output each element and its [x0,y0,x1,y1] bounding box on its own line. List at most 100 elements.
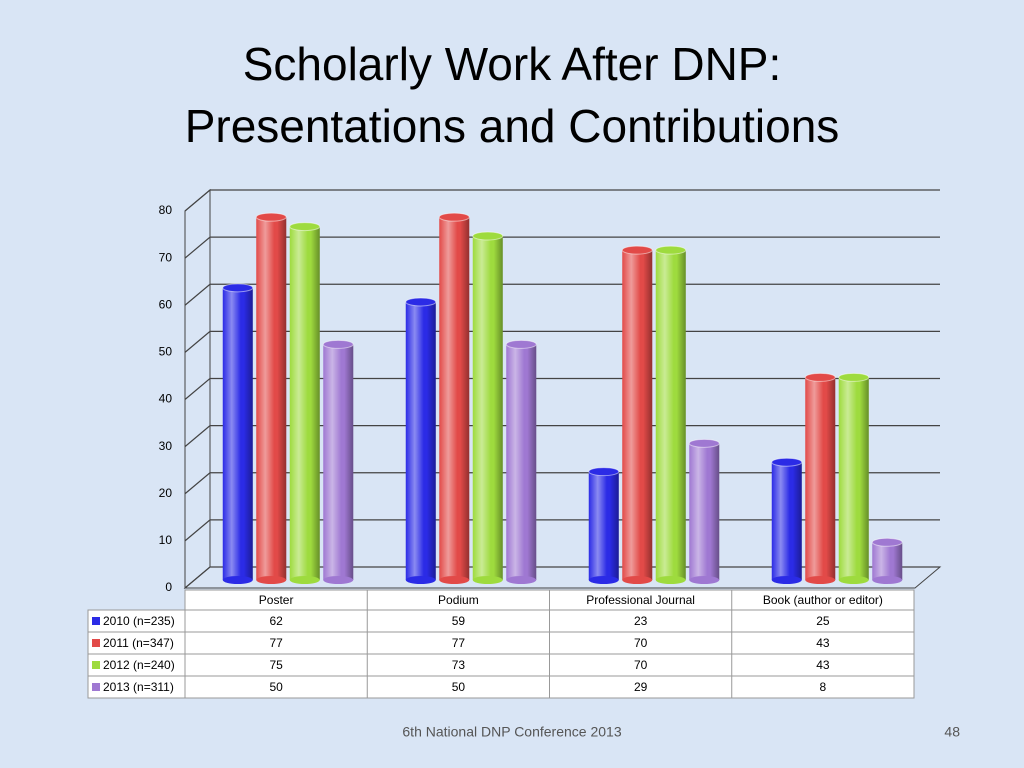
table-value: 43 [816,636,830,650]
bar-shade [323,344,354,580]
grid-line [184,377,940,400]
bar-top [222,283,254,293]
y-tick-label: 30 [159,439,173,453]
title: Scholarly Work After DNP: [243,38,782,90]
bar [405,297,437,584]
bar-base [622,576,653,584]
y-tick-label: 60 [159,297,173,311]
grid-line [184,330,940,353]
table-value: 8 [820,680,827,694]
bar [289,222,321,584]
table-value: 29 [634,680,648,694]
bar-base [771,576,802,584]
bar-shade [655,250,686,580]
grid-line [184,189,940,212]
grid-line [184,283,940,306]
bar-top [405,297,437,307]
bar-base [872,576,903,584]
bar [255,212,287,584]
x-tick-label: Podium [438,593,479,607]
bar [588,467,620,584]
table-value: 43 [816,658,830,672]
table-value: 73 [452,658,466,672]
bar-base [689,576,720,584]
x-tick-label: Book (author or editor) [763,593,883,607]
y-tick-label: 80 [159,203,173,217]
bar-shade [588,471,619,580]
bar [621,245,653,584]
bar-top [322,339,354,349]
legend-swatch [92,683,100,691]
table-value: 70 [634,636,648,650]
bar [688,438,720,584]
y-tick-label: 70 [159,250,173,264]
bar [838,372,870,584]
bar-shade [838,377,869,580]
x-tick-label: Poster [259,593,294,607]
table-value: 59 [452,614,466,628]
legend-swatch [92,639,100,647]
table-value: 25 [816,614,830,628]
table-value: 23 [634,614,648,628]
bar [655,245,687,584]
bar-shade [805,377,836,580]
y-tick-label: 10 [159,533,173,547]
table-value: 75 [269,658,283,672]
bar-base [289,576,320,584]
grid-line [184,425,940,448]
bar-top [289,222,321,232]
bar-top [655,245,687,255]
bar [438,212,470,584]
bar-top [838,372,870,382]
bar-shade [506,344,537,580]
bar [322,339,354,584]
bar-shade [472,235,503,581]
bar-base [439,576,470,584]
bar-top [472,231,504,241]
bar-shade [405,301,436,580]
bar [505,339,537,584]
bar-shade [689,443,720,580]
bar-top [255,212,287,222]
subtitle: Presentations and Contributions [185,100,840,152]
bar-base [256,576,287,584]
bar-top [438,212,470,222]
bar-base [655,576,686,584]
bar-base [588,576,619,584]
y-tick-label: 20 [159,486,173,500]
bar-shade [622,250,653,580]
bar-base [506,576,537,584]
grid-line [184,236,940,259]
legend-label: 2013 (n=311) [103,680,174,694]
bar-top [588,467,620,477]
page-number: 48 [944,724,960,740]
y-tick-label: 40 [159,392,173,406]
bar-base [805,576,836,584]
table-value: 50 [269,680,283,694]
bar-shade [222,287,253,580]
bar-base [405,576,436,584]
legend-swatch [92,661,100,669]
bar-top [505,339,537,349]
legend-label: 2012 (n=240) [103,658,175,672]
bar-top [804,372,836,382]
bar-base [323,576,354,584]
bar [222,283,254,584]
y-tick-label: 0 [165,580,172,594]
bar-base [222,576,253,584]
bar-top [871,537,903,547]
bar-top [688,438,720,448]
bar-base [472,576,503,584]
footer: 6th National DNP Conference 2013 [402,724,621,740]
bar-shade [439,217,470,580]
bar-shade [289,226,320,580]
bar-shade [256,217,287,580]
legend-label: 2011 (n=347) [103,636,174,650]
bar [804,372,836,584]
bar-base [838,576,869,584]
table-value: 50 [452,680,466,694]
bar-shade [872,542,903,580]
legend-label: 2010 (n=235) [103,614,175,628]
